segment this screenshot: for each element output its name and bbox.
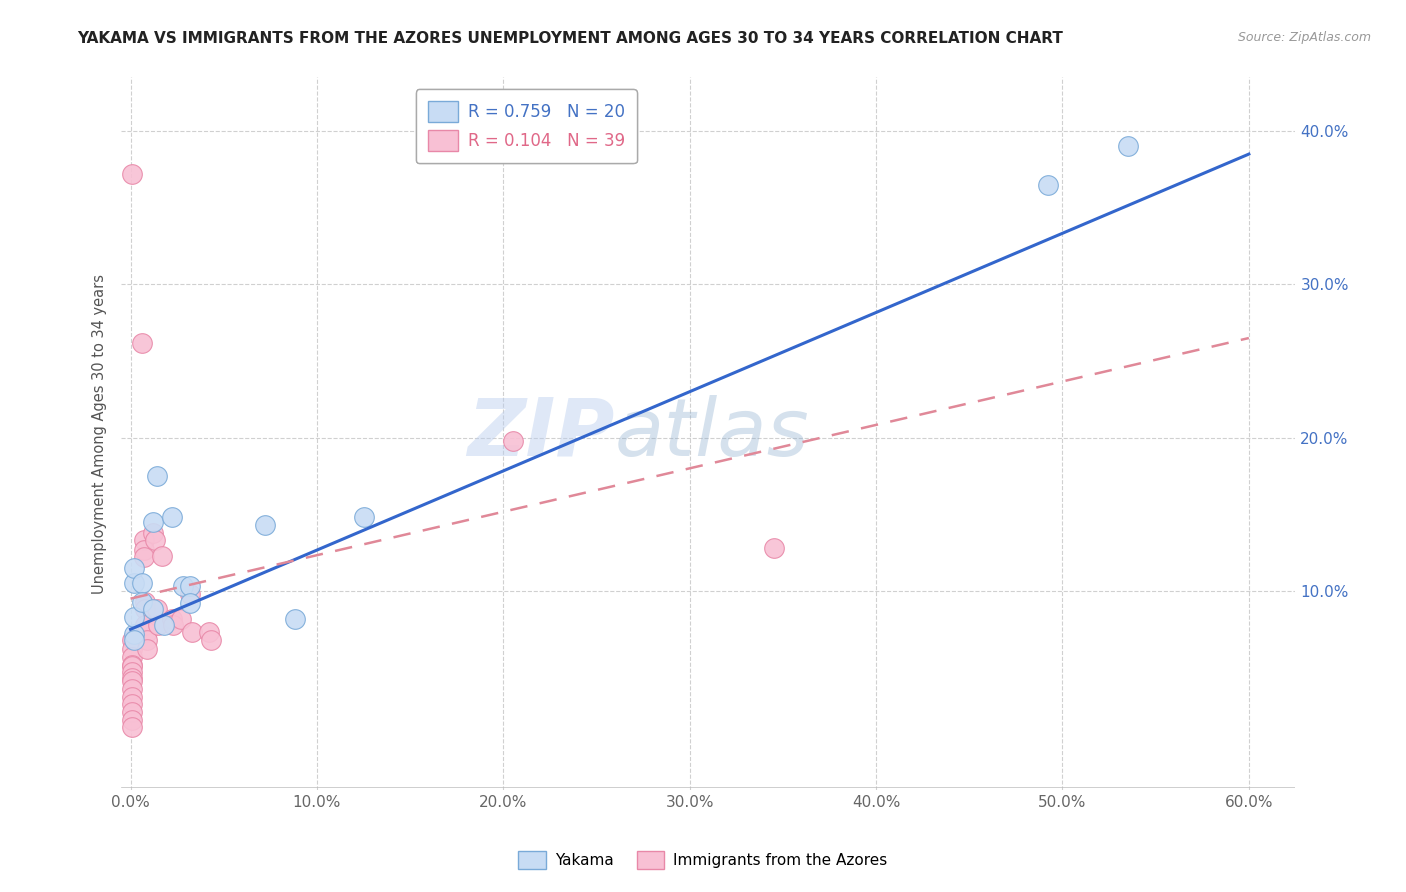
Text: atlas: atlas <box>614 395 808 473</box>
Point <box>121 674 143 689</box>
Point <box>179 587 201 601</box>
Point <box>253 518 276 533</box>
Point <box>134 602 156 616</box>
Point <box>145 602 167 616</box>
Point <box>136 642 159 657</box>
Point <box>148 617 170 632</box>
Point <box>181 625 204 640</box>
Point <box>121 657 143 672</box>
Point <box>132 542 155 557</box>
Text: YAKAMA VS IMMIGRANTS FROM THE AZORES UNEMPLOYMENT AMONG AGES 30 TO 34 YEARS CORR: YAKAMA VS IMMIGRANTS FROM THE AZORES UNE… <box>77 31 1063 46</box>
Point <box>136 633 159 648</box>
Point <box>179 596 201 610</box>
Point <box>121 705 143 719</box>
Point <box>122 627 145 641</box>
Point <box>121 720 143 734</box>
Point <box>762 541 785 555</box>
Point <box>1036 178 1059 192</box>
Point <box>131 595 153 609</box>
Point <box>121 633 143 648</box>
Point <box>142 525 165 540</box>
Point <box>170 611 193 625</box>
Point <box>121 167 143 181</box>
Legend: R = 0.759   N = 20, R = 0.104   N = 39: R = 0.759 N = 20, R = 0.104 N = 39 <box>416 89 637 163</box>
Point <box>121 642 143 657</box>
Text: Source: ZipAtlas.com: Source: ZipAtlas.com <box>1237 31 1371 45</box>
Point <box>153 617 176 632</box>
Legend: Yakama, Immigrants from the Azores: Yakama, Immigrants from the Azores <box>512 845 894 875</box>
Point <box>122 633 145 648</box>
Point <box>353 510 375 524</box>
Point <box>162 617 184 632</box>
Point <box>502 434 524 448</box>
Point <box>198 625 221 640</box>
Point <box>145 469 167 483</box>
Point <box>121 690 143 704</box>
Point <box>134 617 156 632</box>
Point <box>132 533 155 548</box>
Point <box>179 579 201 593</box>
Point <box>121 659 143 673</box>
Point <box>131 576 153 591</box>
Point <box>121 713 143 727</box>
Point <box>131 335 153 350</box>
Point <box>1116 139 1139 153</box>
Text: ZIP: ZIP <box>467 395 614 473</box>
Point <box>143 533 166 548</box>
Point <box>121 698 143 712</box>
Point <box>136 625 159 640</box>
Point <box>134 595 156 609</box>
Point <box>142 602 165 616</box>
Point <box>121 665 143 680</box>
Point <box>121 671 143 685</box>
Point <box>172 579 194 593</box>
Point <box>122 576 145 591</box>
Point <box>284 611 307 625</box>
Point <box>132 550 155 565</box>
Point <box>200 633 222 648</box>
Point <box>160 611 183 625</box>
Point <box>121 681 143 696</box>
Point <box>121 649 143 664</box>
Point <box>122 561 145 575</box>
Y-axis label: Unemployment Among Ages 30 to 34 years: Unemployment Among Ages 30 to 34 years <box>93 274 107 594</box>
Point <box>122 610 145 624</box>
Point <box>160 510 183 524</box>
Point <box>150 549 173 563</box>
Point <box>142 515 165 529</box>
